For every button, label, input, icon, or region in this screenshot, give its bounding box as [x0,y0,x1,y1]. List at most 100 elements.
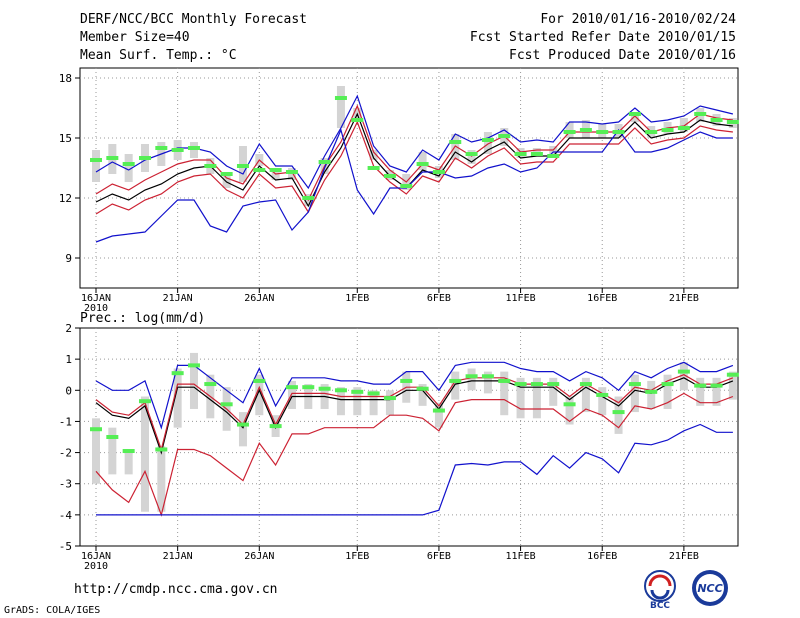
median-marker [220,402,233,407]
logos: BCC NCC [644,570,728,610]
y-tick-label: 9 [65,252,72,265]
panel-precipitation: -5 -4 -3 -2 -1 0 1 2 16JAN 21JAN 26JAN 1FEB 6FEB 11FE… [59,311,739,572]
median-marker [90,427,102,432]
x-tick-label: 16JAN [81,551,111,562]
median-marker [677,369,690,374]
y-tick-label: -5 [59,540,72,553]
median-marker [726,120,739,124]
spread-box [369,390,378,416]
series-line-upper-red [95,374,734,452]
spread-box [238,412,247,447]
spread-box [679,362,688,391]
spread-box [467,368,476,391]
y-tick-label: 2 [65,322,72,335]
median-marker [432,170,445,174]
y-tick-label: 1 [65,353,72,366]
x-tick-label: 21JAN [163,293,193,304]
spread-box [679,118,688,132]
median-marker [400,184,413,188]
series-line-upper-blue [95,361,734,430]
fcst-produced: Fcst Produced Date 2010/01/16 [509,48,736,63]
x-tick-label: 16FEB [587,293,617,304]
panel-title: Prec.: log(mm/d) [80,311,205,326]
median-marker [187,363,200,368]
median-marker [155,447,168,452]
spread-box [483,371,492,394]
median-marker [710,118,723,122]
x-tick-label: 26JAN [244,551,274,562]
median-marker [138,399,151,404]
spread-box [581,377,590,413]
ncc-logo-label: NCC [697,582,722,595]
median-marker [547,154,560,158]
spread-box [124,449,133,475]
spread-box [516,377,525,419]
x-tick-label: 11FEB [506,293,536,304]
median-marker [661,382,674,387]
spread-box [369,150,378,160]
spread-box [140,396,149,512]
y-tick-label: -4 [59,509,73,522]
median-marker [367,391,380,396]
series-line-mean [95,377,734,455]
median-marker [383,396,396,401]
grads-credit: GrADS: COLA/IGES [4,605,101,616]
median-marker [318,386,331,391]
median-marker [579,128,592,132]
median-marker [563,402,576,407]
website-url[interactable]: http://cmdp.ncc.cma.gov.cn [74,582,278,597]
median-marker [122,449,135,454]
median-marker [530,152,543,156]
member-size: Member Size=40 [80,30,190,45]
median-marker [106,435,119,439]
median-marker [645,389,658,394]
spread-box [92,150,100,182]
x-tick-label: 1FEB [345,551,369,562]
y-tick-label: 15 [59,132,72,145]
y-tick-label: 0 [65,384,72,397]
median-marker [334,388,347,393]
median-marker [628,112,641,116]
plot-frame [79,67,739,289]
series-line-lower-red [95,392,734,517]
series-line-upper-red [95,104,733,202]
median-marker [694,383,707,388]
spread-box [532,377,541,419]
spread-box [614,396,623,434]
spread-box [712,377,721,406]
spread-box [385,390,394,416]
median-marker [579,382,592,387]
spread-box [483,132,492,154]
series-line-lower-red [95,120,733,215]
median-marker [465,152,478,156]
spread-box [467,150,476,164]
series-line-upper-blue [95,94,734,190]
spread-box [418,384,427,406]
spread-box [434,402,443,428]
x-tick-label: 21JAN [163,551,193,562]
spread-box [630,112,639,122]
median-marker [514,382,527,387]
median-marker [138,156,151,160]
bcc-logo: BCC [644,570,676,610]
x-tick-label: 21FEB [669,551,699,562]
median-marker [302,196,315,200]
spread-box [647,380,656,409]
x-tick-year-label: 2010 [84,303,108,314]
y-tick-label: -1 [59,415,72,428]
fcst-started: Fcst Started Refer Date 2010/01/15 [469,30,736,45]
median-marker [318,160,331,164]
median-marker [596,130,609,134]
chart-title: DERF/NCC/BCC Monthly Forecast [80,12,307,27]
median-marker [432,408,445,413]
x-tick-label: 16FEB [587,551,617,562]
median-marker [367,166,380,170]
x-tick-label: 21FEB [669,293,699,304]
spread-box [157,446,166,512]
median-marker [710,383,723,388]
median-marker [481,138,494,142]
median-marker [236,164,249,168]
median-marker [236,422,249,427]
median-marker [449,140,462,144]
